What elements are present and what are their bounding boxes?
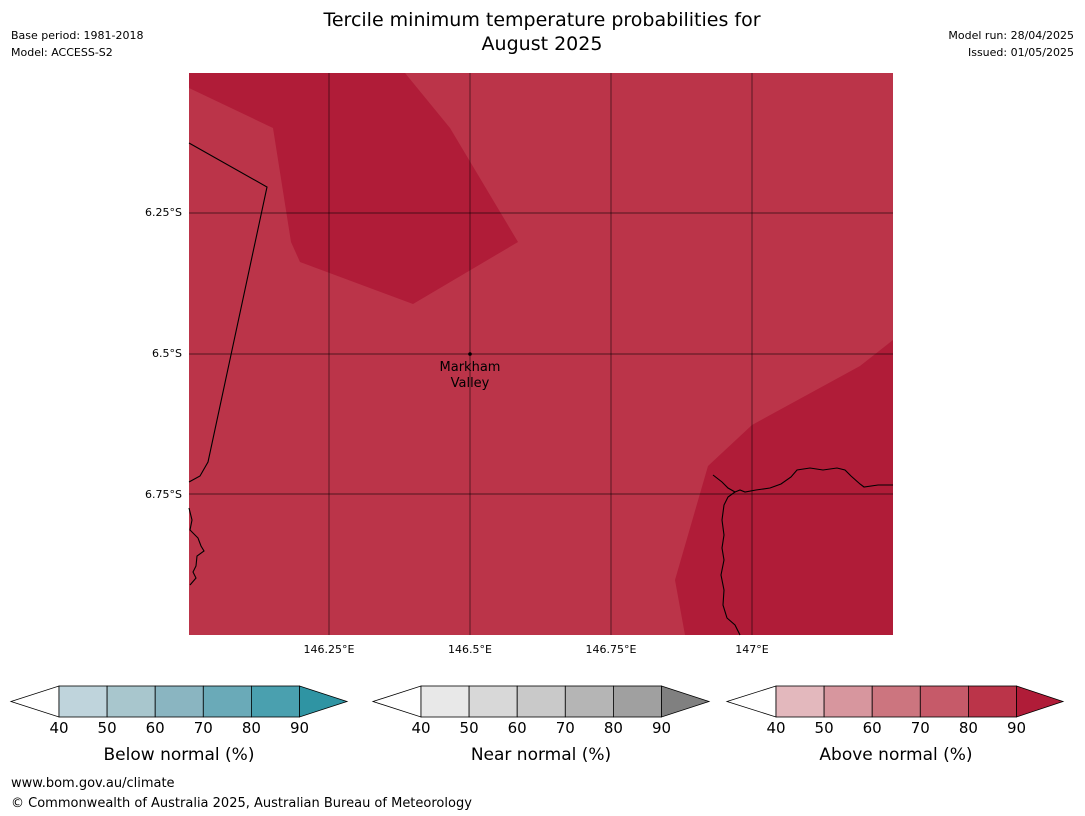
colorbar-near-low-arrow bbox=[371, 685, 422, 718]
colorbar-above-segment bbox=[823, 685, 873, 718]
colorbar-below-label: Below normal (%) bbox=[103, 745, 255, 765]
colorbar-above-tick-label: 70 bbox=[910, 719, 930, 737]
province-boundary bbox=[188, 142, 268, 483]
colorbar-below-tick-label: 60 bbox=[145, 719, 165, 737]
colorbar-below-high-arrow bbox=[299, 685, 349, 718]
colorbar-near-high-arrow bbox=[661, 685, 711, 718]
colorbar-below-segment bbox=[106, 685, 156, 718]
title-line-1: Tercile minimum temperature probabilitie… bbox=[323, 9, 761, 31]
lat-tick-label: 6.25°S bbox=[145, 206, 182, 219]
model-name: Model: ACCESS-S2 bbox=[11, 46, 113, 59]
colorbar-above-tick-label: 90 bbox=[1006, 719, 1027, 737]
footer-copyright: © Commonwealth of Australia 2025, Austra… bbox=[11, 796, 472, 811]
colorbar-near-tick-label: 60 bbox=[507, 719, 527, 737]
colorbar-near-tick-label: 70 bbox=[555, 719, 575, 737]
colorbar-near-tick-label: 80 bbox=[603, 719, 623, 737]
colorbar-near-segment bbox=[516, 685, 566, 718]
colorbar-near-tick-label: 50 bbox=[459, 719, 479, 737]
colorbar-above-tick-label: 80 bbox=[958, 719, 978, 737]
region-above-90-north bbox=[189, 73, 518, 304]
issued-date: Issued: 01/05/2025 bbox=[967, 46, 1074, 59]
colorbar-below-tick-label: 90 bbox=[289, 719, 310, 737]
markham-valley-marker bbox=[468, 352, 472, 356]
lon-tick-label: 146.75°E bbox=[585, 643, 637, 656]
colorbar-below-segment bbox=[202, 685, 252, 718]
colorbar-below-segment bbox=[154, 685, 204, 718]
colorbar-above-low-arrow bbox=[725, 685, 777, 718]
lat-tick-label: 6.75°S bbox=[145, 488, 182, 501]
colorbar-below-tick-label: 70 bbox=[193, 719, 213, 737]
colorbar-near-label: Near normal (%) bbox=[470, 745, 612, 765]
lat-tick-label: 6.5°S bbox=[152, 347, 182, 360]
colorbar-below-segment bbox=[250, 685, 300, 718]
colorbar-above-tick-label: 40 bbox=[766, 719, 786, 737]
colorbar-above-label: Above normal (%) bbox=[819, 745, 973, 765]
river-east bbox=[720, 491, 741, 636]
meta-left: Base period: 1981-2018 Model: ACCESS-S2 bbox=[11, 27, 143, 61]
colorbar-below-tick-label: 40 bbox=[49, 719, 69, 737]
colorbar-below-tick-label: 50 bbox=[97, 719, 117, 737]
lon-tick-label: 146.5°E bbox=[448, 643, 492, 656]
base-period: Base period: 1981-2018 bbox=[11, 29, 144, 42]
colorbar-below-segment bbox=[58, 685, 108, 718]
region-above-90-southeast bbox=[675, 340, 893, 635]
graticule bbox=[189, 73, 893, 635]
model-run: Model run: 28/04/2025 bbox=[948, 29, 1074, 42]
place-label-line-2: Valley bbox=[450, 376, 490, 391]
colorbar-near-tick-label: 90 bbox=[651, 719, 672, 737]
colorbar-above-segment bbox=[919, 685, 969, 718]
colorbar-above-segment bbox=[871, 685, 921, 718]
place-label: Markham Valley bbox=[420, 360, 520, 392]
colorbar-near-segment bbox=[613, 685, 662, 718]
lon-tick-label: 146.25°E bbox=[303, 643, 355, 656]
colorbar-near-tick-label: 40 bbox=[411, 719, 431, 737]
colorbar-above-tick-label: 50 bbox=[814, 719, 834, 737]
map-title: Tercile minimum temperature probabilitie… bbox=[242, 8, 842, 56]
place-label-line-1: Markham bbox=[439, 360, 501, 375]
colorbar-near-segment bbox=[420, 685, 470, 718]
colorbar-near-segment bbox=[468, 685, 518, 718]
coastline-west bbox=[188, 507, 205, 586]
title-line-2: August 2025 bbox=[481, 33, 603, 55]
footer-url[interactable]: www.bom.gov.au/climate bbox=[11, 776, 175, 791]
lon-tick-label: 147°E bbox=[735, 643, 769, 656]
colorbar-above-high-arrow bbox=[1016, 685, 1065, 718]
colorbar-near-segment bbox=[564, 685, 614, 718]
colorbar-above-tick-label: 60 bbox=[862, 719, 882, 737]
colorbar-below-tick-label: 80 bbox=[241, 719, 261, 737]
colorbar-below-low-arrow bbox=[9, 685, 60, 718]
colorbar-above-segment bbox=[968, 685, 1017, 718]
colorbar-above-segment bbox=[775, 685, 825, 718]
boundaries bbox=[188, 142, 893, 636]
coastline-east bbox=[712, 467, 893, 493]
meta-right: Model run: 28/04/2025 Issued: 01/05/2025 bbox=[948, 27, 1074, 61]
